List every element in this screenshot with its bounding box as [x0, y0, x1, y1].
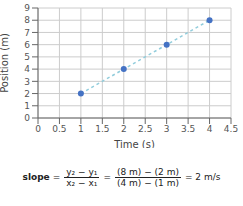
svg-text:3.5: 3.5 — [181, 124, 195, 134]
svg-text:4.5: 4.5 — [224, 124, 235, 134]
svg-text:4: 4 — [24, 64, 30, 74]
svg-text:3: 3 — [164, 124, 170, 134]
html-text:x₂ − x₁: x₂ − x₁ — [66, 177, 98, 188]
svg-text:0: 0 — [24, 113, 30, 123]
svg-text:5: 5 — [24, 52, 30, 62]
svg-text:6: 6 — [24, 40, 30, 50]
svg-text:4: 4 — [207, 124, 213, 134]
html-text:(8 m) − (2 m): (8 m) − (2 m) — [117, 166, 179, 177]
svg-text:9: 9 — [24, 3, 30, 13]
svg-text:7: 7 — [24, 28, 30, 38]
svg-text:Time (s): Time (s) — [113, 139, 155, 148]
svg-text:8: 8 — [24, 15, 30, 25]
svg-text:3: 3 — [24, 77, 30, 87]
svg-text:Position (m): Position (m) — [8, 33, 10, 93]
svg-text:2.5: 2.5 — [138, 124, 152, 134]
svg-text:1: 1 — [24, 101, 30, 111]
svg-text:1.5: 1.5 — [95, 124, 109, 134]
html-text:= 2 m/s: = 2 m/s — [185, 172, 221, 182]
svg-text:0: 0 — [35, 124, 41, 134]
html-text:slope =: slope = — [22, 172, 61, 182]
svg-text:1: 1 — [78, 124, 84, 134]
svg-text:2: 2 — [121, 124, 127, 134]
html-text:y₂ − y₁: y₂ − y₁ — [66, 166, 98, 177]
html-text:(4 m) − (1 m): (4 m) − (1 m) — [117, 177, 179, 188]
svg-text:0.5: 0.5 — [52, 124, 66, 134]
svg-text:2: 2 — [24, 89, 30, 99]
